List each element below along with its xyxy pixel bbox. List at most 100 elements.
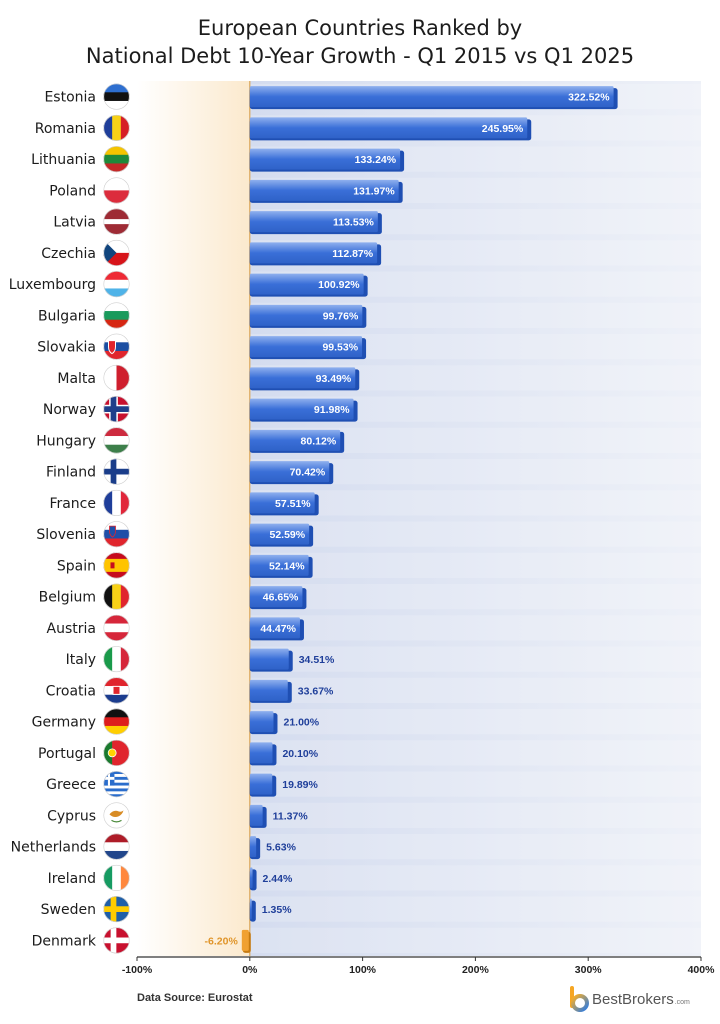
category-label: Slovenia [36, 527, 96, 543]
flag-greece-icon [103, 771, 130, 798]
data-label: 46.65% [263, 592, 299, 604]
category-label: Croatia [46, 683, 96, 699]
flag-romania-icon [103, 114, 130, 141]
x-tick-label: 0% [242, 964, 258, 976]
data-label: -6.20% [205, 935, 239, 947]
flag-belgium-icon [103, 583, 130, 610]
flag-croatia-icon [103, 677, 130, 704]
flag-estonia-icon [103, 83, 130, 110]
data-source-note: Data Source: Eurostat [137, 992, 253, 1004]
data-label: 113.53% [333, 217, 375, 229]
data-label: 19.89% [282, 779, 318, 791]
row-stripe [249, 552, 702, 578]
bar [249, 492, 315, 514]
data-label: 21.00% [283, 717, 319, 729]
category-label: Austria [47, 621, 96, 637]
bar [249, 836, 257, 858]
category-label: Malta [57, 371, 96, 387]
data-label: 52.59% [269, 529, 305, 541]
row-stripe [249, 490, 702, 516]
flag-luxembourg-icon [103, 271, 130, 298]
flag-cyprus-icon [103, 802, 130, 829]
bar [249, 429, 341, 451]
flag-netherlands-icon [103, 833, 130, 860]
data-label: 112.87% [332, 248, 374, 260]
category-label: Greece [46, 777, 96, 793]
category-label: Lithuania [31, 152, 96, 168]
bar [249, 86, 614, 108]
flag-poland-icon [103, 177, 130, 204]
bar [249, 273, 364, 295]
bar [249, 398, 354, 420]
bar [249, 617, 300, 639]
flag-slovenia-icon [103, 521, 130, 548]
category-label: Latvia [53, 215, 96, 231]
row-stripe [249, 927, 702, 953]
flag-finland-icon [103, 458, 130, 485]
bar [249, 523, 310, 545]
bar [249, 117, 528, 139]
data-label: 91.98% [314, 404, 350, 416]
category-label: Norway [43, 402, 96, 418]
data-label: 131.97% [353, 185, 395, 197]
category-label: Netherlands [11, 840, 96, 856]
brand-logo: BestBrokers .com [568, 984, 690, 1014]
flag-norway-icon [103, 396, 130, 423]
bar [249, 336, 363, 358]
category-label: Germany [32, 715, 96, 731]
row-stripe [249, 896, 702, 922]
bestbrokers-logo-icon [570, 986, 589, 1012]
bar [249, 148, 401, 170]
row-stripe [249, 802, 702, 828]
data-label: 57.51% [275, 498, 311, 510]
data-label: 245.95% [482, 123, 524, 135]
row-stripe [249, 646, 702, 672]
flag-austria-icon [103, 614, 130, 641]
flag-slovakia-icon [103, 333, 130, 360]
bar [249, 367, 356, 389]
bar [249, 773, 273, 795]
category-label: Estonia [44, 90, 96, 106]
x-tick-label: -100% [122, 964, 153, 976]
data-label: 99.76% [323, 310, 359, 322]
bar [249, 679, 288, 701]
data-label: 44.47% [260, 623, 296, 635]
category-label: Portugal [38, 746, 96, 762]
category-label: Finland [46, 465, 96, 481]
x-tick-label: 200% [462, 964, 490, 976]
brand-name: BestBrokers [592, 990, 674, 1008]
bar [249, 804, 263, 826]
category-label: Belgium [39, 590, 96, 606]
bar [249, 711, 274, 733]
flag-czechia-icon [103, 239, 130, 266]
category-label: Hungary [36, 433, 96, 449]
category-label: Sweden [41, 902, 96, 918]
data-label: 99.53% [322, 342, 358, 354]
bar [249, 742, 273, 764]
category-label: Spain [57, 558, 96, 574]
bar [249, 304, 363, 326]
flag-hungary-icon [103, 427, 130, 454]
x-tick-label: 400% [688, 964, 716, 976]
bar [249, 867, 253, 889]
flag-spain-icon [103, 552, 130, 579]
flag-portugal-icon [103, 739, 130, 766]
category-label: Czechia [41, 246, 96, 262]
category-label: France [49, 496, 96, 512]
bar [249, 586, 303, 608]
row-stripe [249, 834, 702, 860]
data-label: 34.51% [299, 654, 335, 666]
data-label: 11.37% [273, 810, 309, 822]
category-label: Poland [49, 183, 96, 199]
bar [249, 461, 330, 483]
data-label: 33.67% [298, 685, 334, 697]
data-label: 322.52% [568, 92, 610, 104]
row-stripe [249, 865, 702, 891]
flag-germany-icon [103, 708, 130, 735]
flag-malta-icon [103, 364, 130, 391]
data-label: 100.92% [318, 279, 360, 291]
bar [249, 898, 252, 920]
data-label: 52.14% [269, 560, 305, 572]
chart-title: European Countries Ranked by National De… [0, 14, 720, 70]
